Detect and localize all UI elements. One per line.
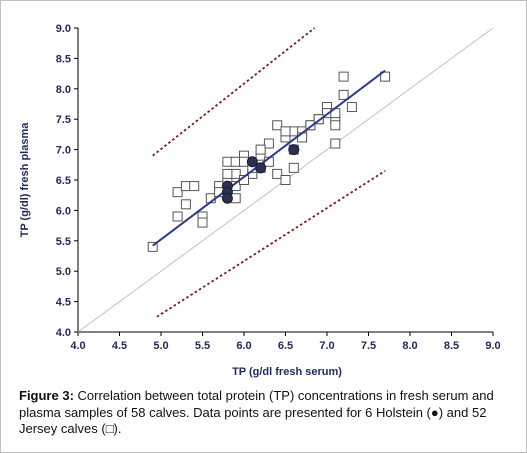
jersey-point <box>380 71 391 82</box>
x-tick-label: 6.5 <box>278 340 293 352</box>
x-tick-label: 8.0 <box>402 340 417 352</box>
jersey-point <box>313 114 324 125</box>
jersey-point <box>222 156 233 167</box>
jersey-point <box>330 138 341 149</box>
y-tick-label: 7.0 <box>56 145 71 157</box>
jersey-point <box>330 120 341 131</box>
axes: 4.0 4.5 5.0 5.5 6.0 6.5 7.0 7.5 8.0 8.5 9.0 4.0 4.5 5… <box>56 23 501 352</box>
jersey-point <box>338 71 349 82</box>
jersey-point <box>305 120 316 131</box>
jersey-point <box>147 241 158 252</box>
jersey-point <box>172 211 183 222</box>
caption-label: Figure 3: <box>19 388 74 403</box>
x-tick-label: 4.0 <box>70 340 85 352</box>
y-tick-label: 4.0 <box>56 327 71 339</box>
jersey-point <box>272 120 283 131</box>
x-tick-label: 6.0 <box>236 340 251 352</box>
data-points <box>147 69 391 252</box>
figure-caption: Figure 3: Correlation between total prot… <box>19 388 519 438</box>
y-tick-label: 4.5 <box>56 297 71 309</box>
jersey-point <box>272 168 283 179</box>
lower-limit-line <box>156 170 386 318</box>
jersey-point <box>180 181 191 192</box>
y-tick-label: 5.5 <box>56 236 71 248</box>
y-tick-label: 9.0 <box>56 23 71 35</box>
x-tick-label: 7.5 <box>361 340 376 352</box>
y-tick-label: 6.0 <box>56 205 71 217</box>
jersey-point <box>280 175 291 185</box>
jersey-point <box>288 126 299 137</box>
jersey-point <box>230 168 241 179</box>
y-tick-label: 7.5 <box>56 114 71 126</box>
x-tick-label: 7.0 <box>319 340 334 352</box>
jersey-point <box>197 217 208 228</box>
regression-line <box>152 69 386 247</box>
jersey-point <box>189 181 200 192</box>
jersey-point <box>172 187 183 198</box>
jersey-point <box>230 156 241 167</box>
x-tick-label: 5.5 <box>195 340 210 352</box>
caption-text: Correlation between total protein (TP) c… <box>19 388 494 436</box>
jersey-point <box>222 168 233 179</box>
jersey-point <box>346 102 357 113</box>
y-tick-label: 5.0 <box>56 266 71 278</box>
x-tick-label: 5.0 <box>153 340 168 352</box>
holstein-point <box>221 192 233 204</box>
jersey-point <box>263 138 274 149</box>
x-tick-label: 4.5 <box>112 340 127 352</box>
holstein-point <box>246 156 258 168</box>
jersey-point <box>255 144 266 155</box>
y-tick-label: 8.0 <box>56 84 71 96</box>
jersey-point <box>280 126 291 137</box>
y-axis-label: TP (g/dl) fresh plasma <box>19 122 31 238</box>
holstein-point <box>288 144 300 156</box>
jersey-point <box>180 199 191 210</box>
jersey-point <box>338 89 349 100</box>
y-tick-label: 8.5 <box>56 53 71 65</box>
upper-limit-line <box>152 27 316 157</box>
x-tick-label: 8.5 <box>444 340 459 352</box>
y-tick-label: 6.5 <box>56 175 71 187</box>
holstein-point <box>255 162 267 174</box>
x-axis-label: TP (g/dl fresh serum) <box>232 366 342 378</box>
x-tick-label: 9.0 <box>485 340 500 352</box>
scatter-chart: 4.0 4.5 5.0 5.5 6.0 6.5 7.0 7.5 8.0 8.5 9.0 4.0 4.5 5… <box>19 23 501 378</box>
jersey-point <box>288 162 299 173</box>
